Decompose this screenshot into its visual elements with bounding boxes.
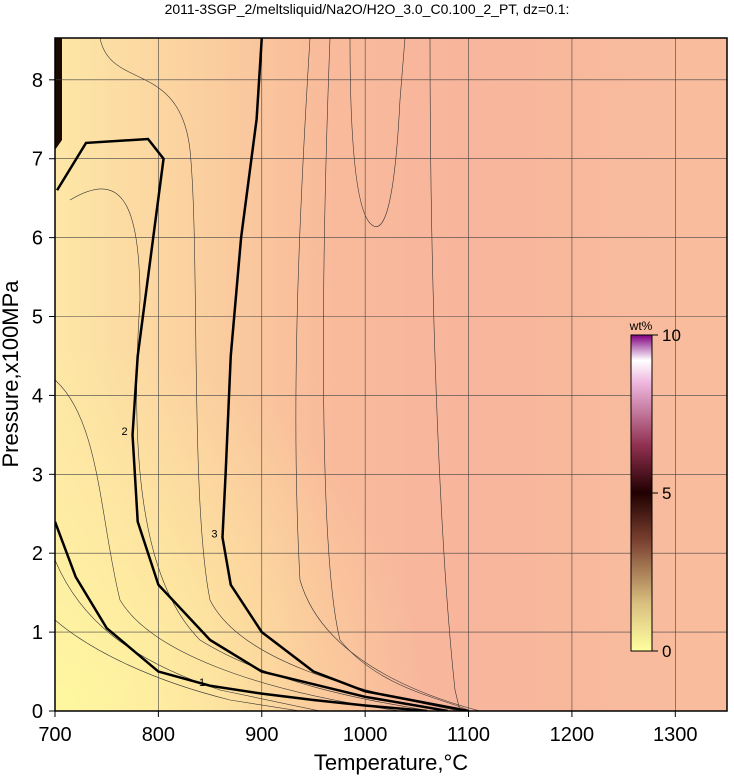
- x-tick-label: 900: [245, 724, 278, 746]
- chart-title: 2011-3SGP_2/meltsliquid/Na2O/H2O_3.0_C0.…: [165, 1, 570, 17]
- y-tick-label: 6: [32, 228, 43, 250]
- contour-label: 3: [211, 528, 217, 540]
- y-tick-label: 8: [32, 70, 43, 92]
- x-tick-label: 700: [38, 724, 71, 746]
- colorbar-tick-label: 10: [662, 326, 681, 345]
- y-tick-label: 4: [32, 385, 43, 407]
- x-axis-title: Temperature,°C: [314, 750, 468, 775]
- colorbar-ticks: 0 5 10: [652, 326, 681, 661]
- minor-contour: [429, 38, 461, 711]
- colorbar-label: wt%: [629, 319, 653, 333]
- y-tick-label: 1: [32, 622, 43, 644]
- y-tick-label: 0: [32, 701, 43, 723]
- minor-contour: [349, 38, 406, 227]
- colorbar: [630, 334, 653, 652]
- y-tick-label: 2: [32, 543, 43, 565]
- contour-line: [55, 521, 428, 711]
- dark-region: [55, 38, 62, 150]
- minor-contour: [295, 38, 481, 711]
- minor-contour: [55, 619, 301, 711]
- contour-label: 2: [121, 426, 127, 438]
- minor-contours: [55, 38, 481, 711]
- y-tick-label: 7: [32, 149, 43, 171]
- colorbar-tick-label: 0: [662, 642, 671, 661]
- x-tick-label: 1300: [653, 724, 698, 746]
- colorbar-tick-label: 5: [662, 484, 671, 503]
- contours: [55, 38, 469, 711]
- minor-contour: [55, 379, 401, 711]
- plot-frame: [54, 37, 728, 712]
- minor-contour: [69, 188, 431, 711]
- x-tick-label: 800: [142, 724, 175, 746]
- y-axis-title: Pressure,x100MPa: [0, 280, 23, 468]
- contour-line: [56, 137, 449, 711]
- y-tick-label: 3: [32, 464, 43, 486]
- contour-labels: 1 2 3: [121, 426, 217, 689]
- minor-contour: [323, 38, 471, 711]
- contour-line: [221, 38, 469, 711]
- plot-shade: [55, 38, 727, 711]
- x-tick-label: 1000: [343, 724, 388, 746]
- x-tick-label: 1100: [447, 724, 490, 746]
- x-tick-label: 1200: [550, 724, 595, 746]
- contour-label: 1: [199, 677, 205, 689]
- y-tick-label: 5: [32, 307, 43, 329]
